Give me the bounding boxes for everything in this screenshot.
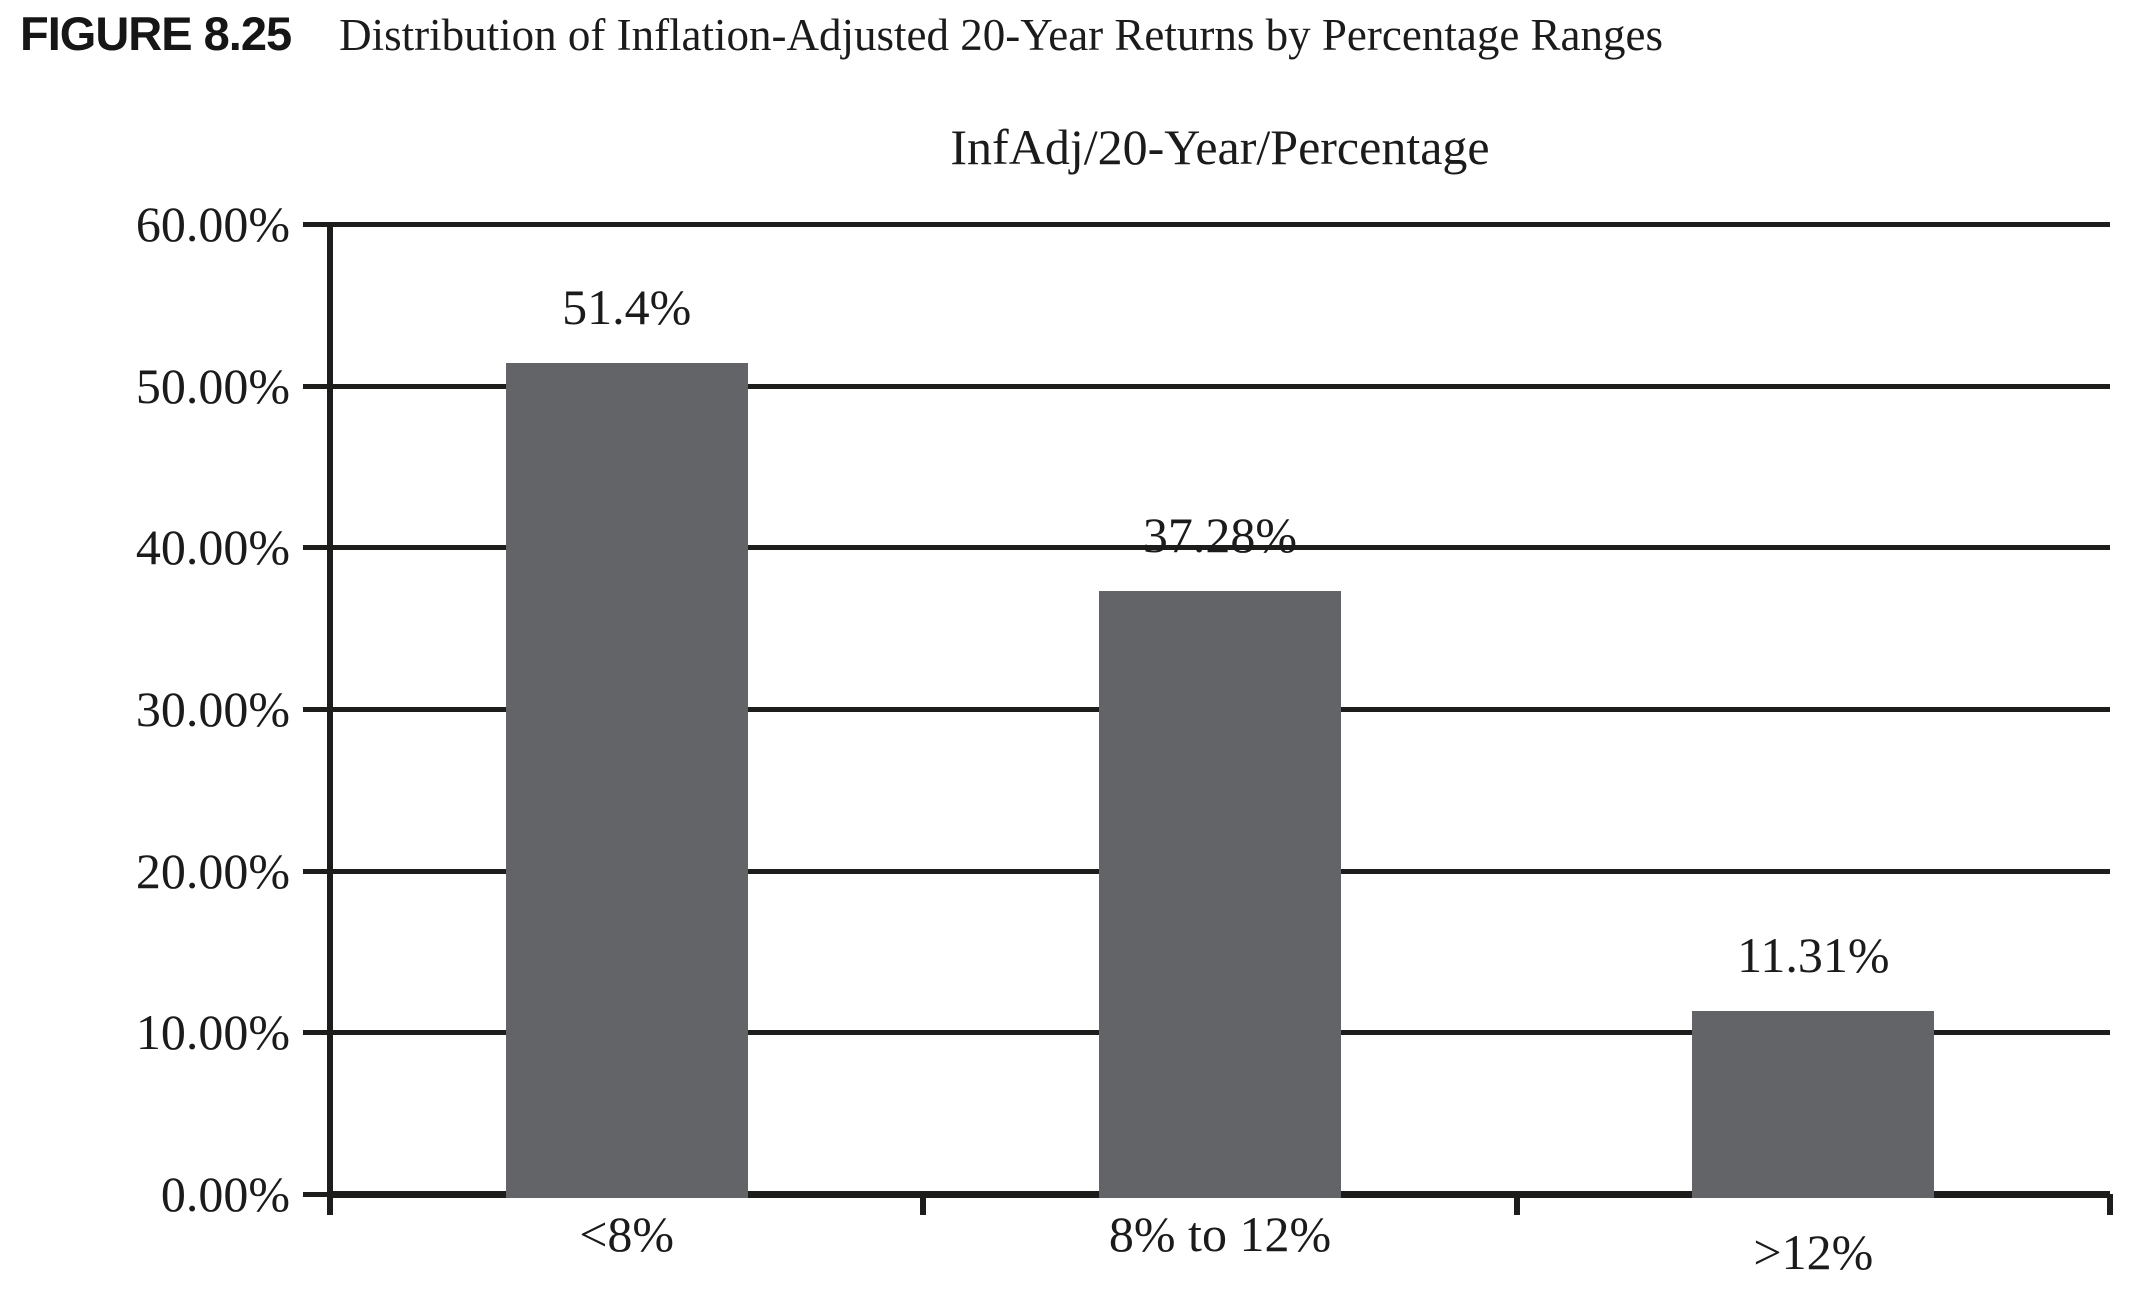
gridline <box>330 222 2110 227</box>
y-tick-label: 20.00% <box>135 842 290 899</box>
y-tick-label: 0.00% <box>160 1166 290 1222</box>
x-tick <box>1513 1194 1520 1215</box>
x-tick <box>2107 1194 2113 1215</box>
y-tick-label: 40.00% <box>135 519 290 576</box>
y-tick <box>303 383 330 389</box>
x-category-label: <8% <box>579 1206 675 1262</box>
y-tick <box>303 545 330 551</box>
y-tick <box>303 1192 330 1197</box>
chart-title: InfAdj/20-Year/Percentage <box>950 119 1490 175</box>
gridline <box>330 383 2110 389</box>
x-tick <box>327 1194 333 1215</box>
y-axis-line <box>327 222 333 1214</box>
plot-area: 60.00% 50.00% 40.00% 30.00% 20.00% 10.00% 0.00… <box>136 196 2113 1278</box>
bar <box>1692 1011 1935 1198</box>
y-tick <box>303 707 330 712</box>
y-tick <box>303 1030 330 1036</box>
bar-value-label: 51.4% <box>562 278 692 335</box>
bar-value-label: 37.28% <box>1142 506 1298 563</box>
y-tick-label: 50.00% <box>135 357 290 414</box>
x-category-label: 8% to 12% <box>1108 1206 1332 1262</box>
bar <box>505 363 748 1198</box>
x-tick <box>920 1194 927 1215</box>
y-tick <box>303 222 330 227</box>
gridline <box>330 545 2110 551</box>
bar <box>1099 591 1341 1198</box>
bar-value-label: 11.31% <box>1737 926 1890 983</box>
y-tick-label: 10.00% <box>135 1004 290 1061</box>
figure-caption-text: Distribution of Inflation-Adjusted 20-Ye… <box>339 10 1664 60</box>
figure-label: FIGURE 8.25 <box>20 7 292 60</box>
figure-caption: FIGURE 8.25 Distribution of Inflation-Ad… <box>20 6 1663 61</box>
y-tick <box>303 868 330 874</box>
x-category-label: >12% <box>1753 1224 1874 1280</box>
y-tick-label: 30.00% <box>135 681 290 737</box>
y-tick-label: 60.00% <box>135 196 290 252</box>
